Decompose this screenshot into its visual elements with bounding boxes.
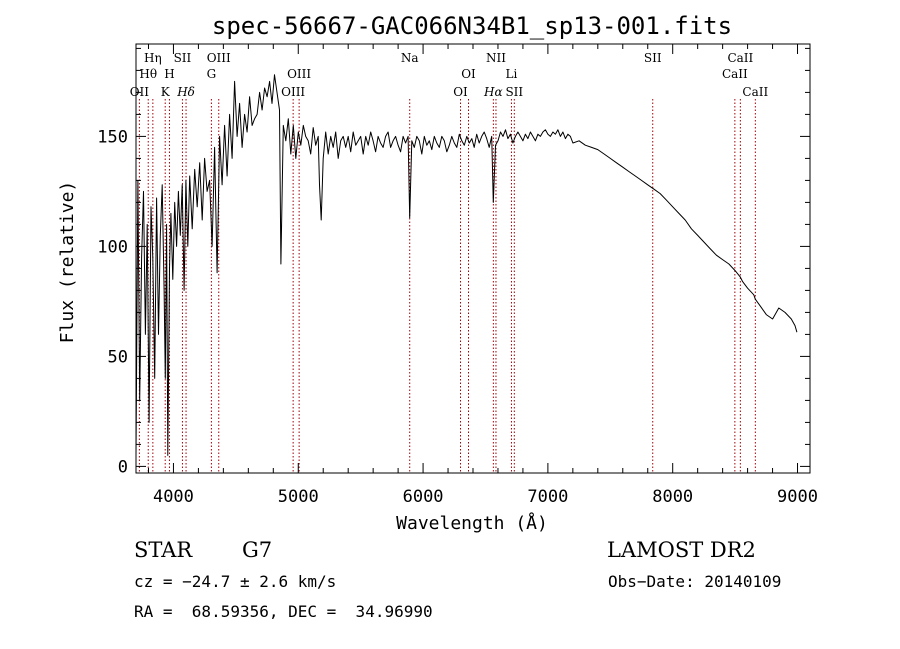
x-tick-label-1: 5000	[278, 487, 319, 507]
x-tick-label-3: 7000	[527, 487, 568, 507]
x-tick-label-5: 9000	[777, 487, 818, 507]
line-marker-label-20: CaII	[722, 67, 748, 81]
line-marker-label-18: SII	[644, 51, 662, 65]
line-marker-label-11: Na	[401, 51, 419, 65]
line-marker-label-3: SII	[174, 51, 192, 65]
spectrum-layer	[135, 74, 798, 456]
object-subclass: G7	[242, 538, 273, 562]
y-tick-label-3: 150	[97, 127, 128, 147]
survey-release: LAMOST DR2	[607, 538, 756, 562]
line-marker-label-9: OIII	[287, 67, 311, 81]
line-marker-label-12: OI	[461, 67, 476, 81]
line-marker-label-21: CaII	[742, 85, 768, 99]
x-tick-label-0: 4000	[153, 487, 194, 507]
line-marker-label-5: K	[161, 85, 171, 99]
line-marker-label-7: OIII	[207, 51, 231, 65]
observation-date: Obs−Date: 20140109	[608, 572, 782, 591]
y-axis-label: Flux (relative)	[57, 181, 78, 344]
x-axis-label: Wavelength (Å)	[396, 512, 548, 534]
spectrum-line	[135, 74, 798, 456]
chart-title: spec-56667-GAC066N34B1_sp13-001.fits	[212, 12, 732, 40]
line-marker-label-13: OI	[453, 85, 468, 99]
line-marker-label-4: H	[164, 67, 174, 81]
line-marker-label-10: OIII	[281, 85, 305, 99]
line-marker-label-16: Li	[506, 67, 518, 81]
x-tick-label-2: 6000	[403, 487, 444, 507]
line-marker-label-8: G	[207, 67, 217, 81]
object-class: STAR	[134, 538, 193, 562]
x-axis: 4000 5000 6000 7000 8000 9000	[147, 44, 818, 507]
y-tick-label-2: 100	[97, 237, 128, 257]
x-tick-label-4: 8000	[652, 487, 693, 507]
plot-frame	[135, 43, 811, 474]
line-marker-label-17: SII	[505, 85, 523, 99]
line-marker-label-6: Hδ	[176, 85, 195, 99]
y-tick-label-0: 0	[118, 457, 128, 477]
redshift-value: cz = −24.7 ± 2.6 km/s	[134, 572, 337, 591]
y-axis: 0 50 100 150	[97, 47, 810, 477]
line-marker-label-14: NII	[486, 51, 506, 65]
line-marker-label-0: Hη	[144, 51, 162, 65]
y-tick-label-1: 50	[108, 347, 128, 367]
line-marker-label-15: Hα	[483, 85, 503, 99]
line-marker-label-19: CaII	[727, 51, 753, 65]
line-marker-label-1: Hθ	[139, 67, 157, 81]
coordinates: RA = 68.59356, DEC = 34.96990	[134, 602, 433, 621]
